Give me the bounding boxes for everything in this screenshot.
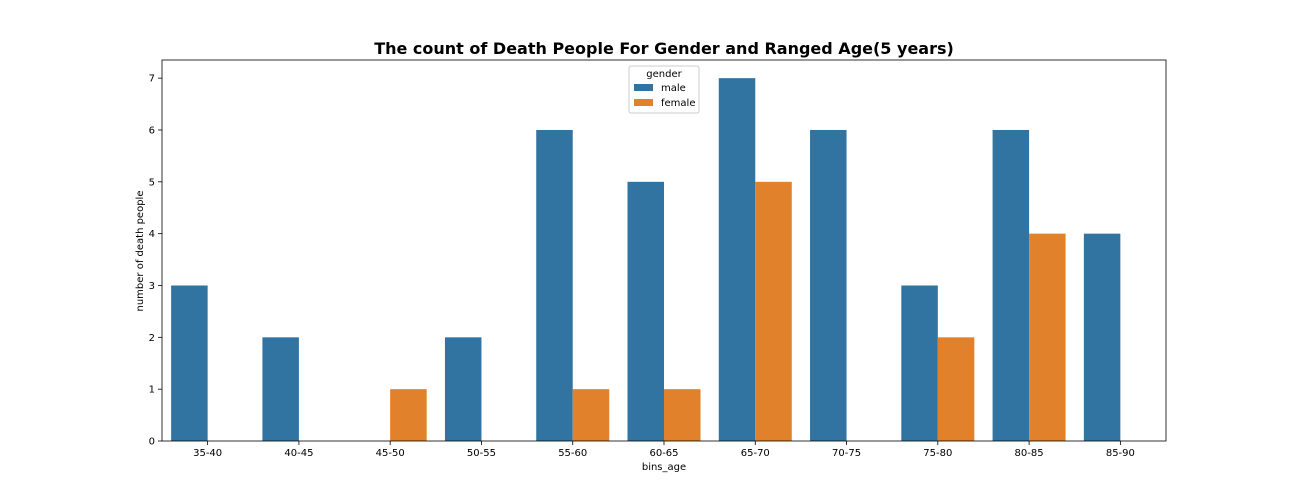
y-tick-label-6: 6: [149, 125, 155, 136]
x-tick-label-45-50: 45-50: [376, 448, 405, 459]
x-tick-label-35-40: 35-40: [193, 448, 222, 459]
y-tick-label-1: 1: [149, 385, 155, 396]
bar-female-80-85: [1029, 233, 1066, 441]
legend-title: gender: [646, 69, 682, 80]
bar-female-60-65: [664, 389, 701, 441]
x-axis-label: bins_age: [642, 462, 686, 473]
bar-male-60-65: [627, 181, 664, 441]
y-tick-label-0: 0: [149, 437, 155, 448]
x-tick-label-60-65: 60-65: [649, 448, 678, 459]
x-tick-label-40-45: 40-45: [284, 448, 313, 459]
chart-title: The count of Death People For Gender and…: [374, 39, 954, 58]
plot-frame: [161, 59, 1167, 442]
bar-male-35-40: [171, 285, 208, 441]
bars-layer: [171, 78, 1121, 442]
y-tick-label-4: 4: [149, 229, 155, 240]
bar-male-75-80: [901, 285, 938, 441]
bar-female-45-50: [390, 389, 427, 441]
x-tick-label-85-90: 85-90: [1106, 448, 1135, 459]
legend-label-male: male: [661, 83, 686, 94]
bar-female-55-60: [572, 389, 610, 441]
x-axis: 35-40 40-45 45-50 50-55 55-60 60-65 65-70 70-75…: [193, 441, 1135, 459]
x-tick-label-80-85: 80-85: [1015, 448, 1044, 459]
bar-male-80-85: [992, 129, 1030, 442]
legend: gender male female: [628, 65, 700, 114]
bar-female-65-70: [755, 181, 792, 441]
x-tick-label-50-55: 50-55: [467, 448, 496, 459]
y-axis-label: number of death people: [135, 191, 146, 312]
bar-male-70-75: [810, 129, 847, 442]
legend-label-female: female: [661, 98, 695, 109]
bar-male-40-45: [262, 337, 299, 441]
legend-swatch-female: [634, 99, 653, 106]
bar-male-85-90: [1083, 233, 1121, 441]
y-tick-label-7: 7: [149, 74, 155, 85]
x-tick-label-70-75: 70-75: [832, 448, 861, 459]
y-tick-label-3: 3: [149, 281, 155, 292]
y-tick-label-5: 5: [149, 177, 155, 188]
bar-male-55-60: [536, 129, 573, 442]
bar-male-50-55: [444, 337, 482, 441]
bar-female-75-80: [937, 337, 975, 441]
legend-swatch-male: [634, 84, 653, 91]
y-axis: 0 1 2 3 4 5 6 7: [149, 74, 162, 448]
bar-male-65-70: [718, 78, 756, 441]
y-tick-label-2: 2: [149, 333, 155, 344]
x-tick-label-55-60: 55-60: [558, 448, 587, 459]
x-tick-label-65-70: 65-70: [741, 448, 770, 459]
x-tick-label-75-80: 75-80: [923, 448, 952, 459]
